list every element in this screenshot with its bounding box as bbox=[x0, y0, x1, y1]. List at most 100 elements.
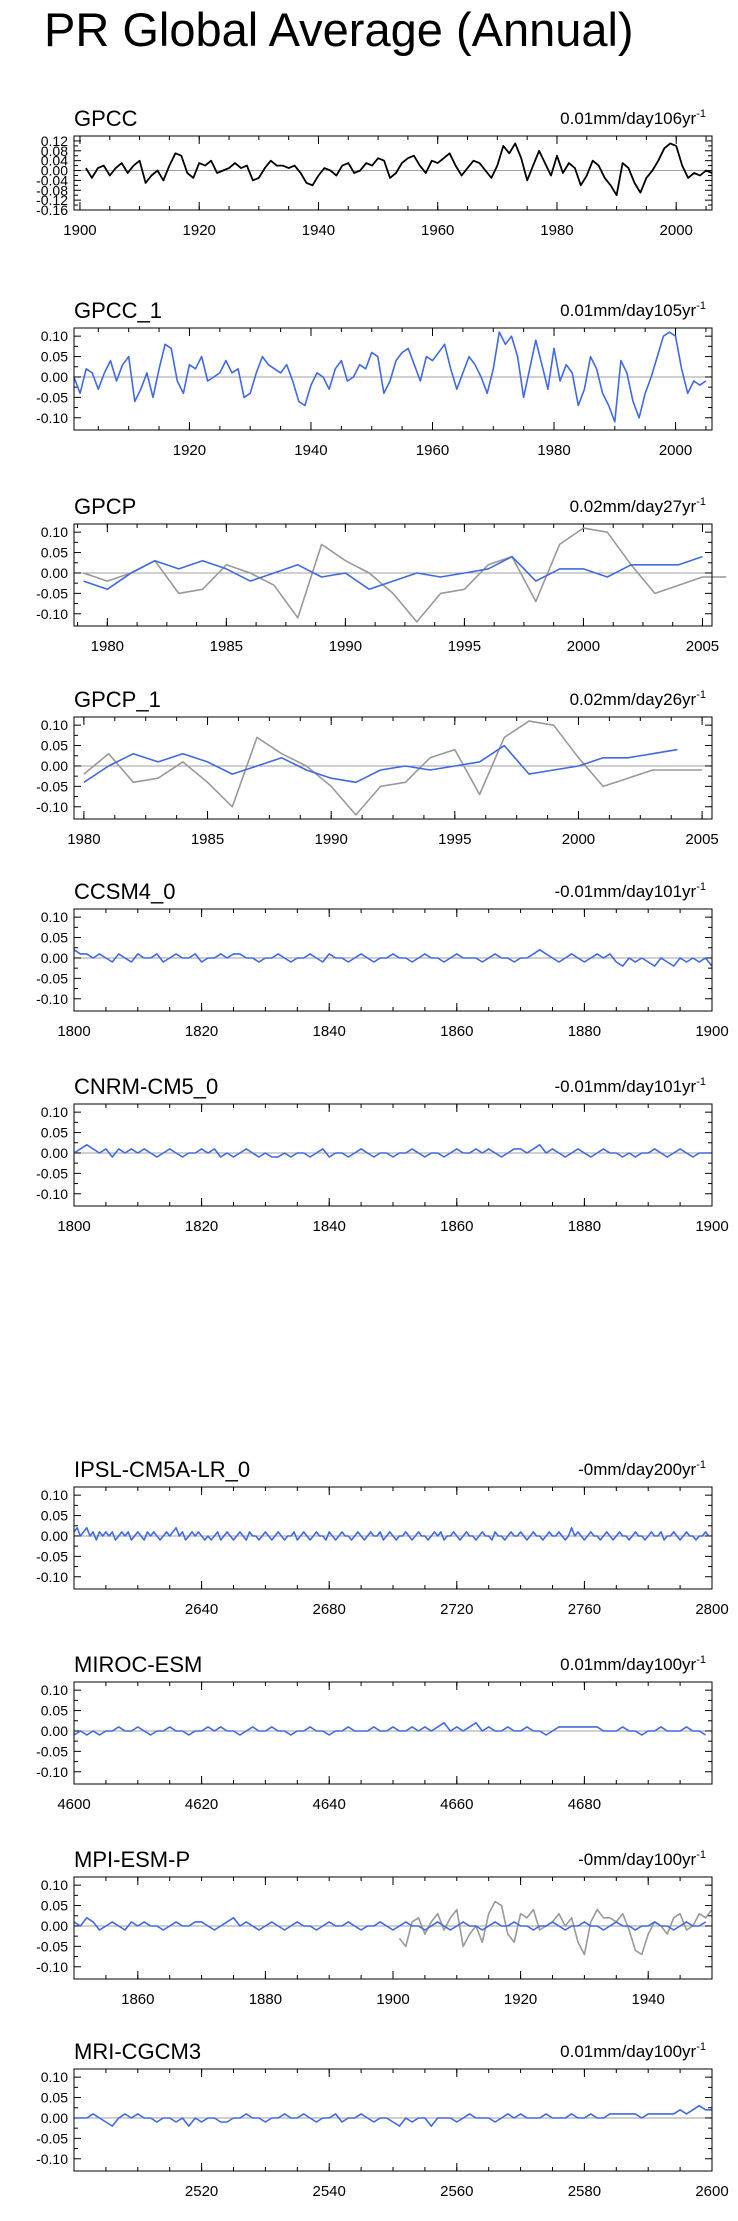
y-tick-label: 0.05 bbox=[41, 738, 68, 754]
y-tick-label: -0.16 bbox=[36, 202, 68, 218]
y-tick-label: 0.05 bbox=[41, 1125, 68, 1141]
trend-unit-sup: -1 bbox=[696, 300, 706, 312]
chart-title: GPCP bbox=[74, 494, 136, 519]
series-line-mri-cgcm3 bbox=[74, 2104, 712, 2127]
y-tick-label: -0.05 bbox=[36, 1548, 68, 1564]
x-tick-label: 2720 bbox=[440, 1601, 473, 1618]
chart-title: CCSM4_0 bbox=[74, 879, 175, 904]
trend-label: -0mm/day200yr-1 bbox=[578, 1459, 706, 1479]
y-tick-label: 0.05 bbox=[41, 1703, 68, 1719]
x-tick-label: 1800 bbox=[57, 1023, 90, 1040]
trend-period: 100yr bbox=[654, 2042, 697, 2061]
y-tick-label: 0.00 bbox=[41, 1918, 68, 1934]
y-tick-label: 0.04 bbox=[41, 153, 68, 169]
y-tick-label: 0.10 bbox=[41, 1487, 68, 1503]
plot-frame bbox=[73, 716, 713, 820]
trend-label: 0.01mm/day100yr-1 bbox=[560, 2041, 706, 2061]
x-tick-label: 1920 bbox=[183, 222, 216, 239]
chart-panel-gpcc: GPCC 0.01mm/day106yr-1 -0.16-0.12-0.08-0.0… bbox=[36, 106, 713, 239]
plot-frame bbox=[73, 2068, 713, 2172]
y-tick-label: 0.10 bbox=[41, 1104, 68, 1120]
x-tick-label: 4660 bbox=[440, 1796, 473, 1813]
trend-value: -0.01mm/day bbox=[554, 882, 654, 901]
y-tick-label: -0.10 bbox=[36, 1959, 68, 1975]
x-tick-label: 1990 bbox=[314, 831, 347, 848]
x-tick-label: 4680 bbox=[568, 1796, 601, 1813]
x-tick-label: 2540 bbox=[313, 2183, 346, 2200]
series-line-gpcp bbox=[83, 555, 703, 591]
x-tick-label: 2000 bbox=[567, 638, 600, 655]
trend-period: 105yr bbox=[654, 301, 697, 320]
y-tick-label: -0.05 bbox=[36, 970, 68, 986]
y-tick-label: -0.10 bbox=[36, 799, 68, 815]
chart-title: MIROC-ESM bbox=[74, 1652, 202, 1677]
y-tick-label: 0.05 bbox=[41, 2090, 68, 2106]
plot-frame bbox=[73, 1681, 713, 1785]
plot-frame bbox=[73, 1876, 713, 1980]
y-tick-label: 0.00 bbox=[41, 758, 68, 774]
y-tick-label: -0.10 bbox=[36, 410, 68, 426]
plot-frame bbox=[73, 327, 713, 431]
y-tick-label: 0.10 bbox=[41, 909, 68, 925]
trend-period: 200yr bbox=[654, 1460, 697, 1479]
x-tick-label: 1960 bbox=[421, 222, 454, 239]
x-tick-label: 1900 bbox=[63, 222, 96, 239]
series-line-reference bbox=[83, 720, 703, 816]
x-tick-label: 1920 bbox=[173, 442, 206, 459]
y-tick-label: 0.10 bbox=[41, 1877, 68, 1893]
trend-period: 101yr bbox=[654, 1077, 697, 1096]
x-tick-label: 1990 bbox=[329, 638, 362, 655]
y-tick-label: -0.05 bbox=[36, 585, 68, 601]
y-tick-label: 0.05 bbox=[41, 1508, 68, 1524]
plot-frame bbox=[73, 908, 713, 1012]
x-tick-label: 1820 bbox=[185, 1023, 218, 1040]
x-tick-label: 1995 bbox=[438, 831, 471, 848]
trend-label: 0.01mm/day106yr-1 bbox=[560, 108, 706, 128]
chart-title: GPCP_1 bbox=[74, 687, 161, 712]
series-line-ccsm4-0 bbox=[73, 948, 713, 967]
x-tick-label: 2000 bbox=[562, 831, 595, 848]
y-tick-label: -0.10 bbox=[36, 1569, 68, 1585]
chart-title: IPSL-CM5A-LR_0 bbox=[74, 1457, 250, 1482]
trend-value: 0.01mm/day bbox=[560, 1655, 654, 1674]
x-tick-label: 1980 bbox=[537, 442, 570, 459]
trend-period: 100yr bbox=[654, 1655, 697, 1674]
trend-label: 0.01mm/day105yr-1 bbox=[560, 300, 706, 320]
y-tick-label: 0.05 bbox=[41, 930, 68, 946]
y-tick-label: -0.05 bbox=[36, 778, 68, 794]
y-tick-label: 0.05 bbox=[41, 545, 68, 561]
series-line-gpcc-1 bbox=[73, 331, 707, 423]
trend-value: 0.01mm/day bbox=[560, 2042, 654, 2061]
x-tick-label: 4620 bbox=[185, 1796, 218, 1813]
x-tick-label: 1880 bbox=[568, 1218, 601, 1235]
trend-value: 0.01mm/day bbox=[560, 301, 654, 320]
y-tick-label: -0.04 bbox=[36, 172, 68, 188]
x-tick-label: 2560 bbox=[440, 2183, 473, 2200]
trend-label: -0.01mm/day101yr-1 bbox=[554, 1076, 706, 1096]
trend-unit-sup: -1 bbox=[696, 1654, 706, 1666]
y-tick-label: 0.10 bbox=[41, 328, 68, 344]
y-tick-label: -0.05 bbox=[36, 2130, 68, 2146]
x-tick-label: 2005 bbox=[685, 831, 718, 848]
x-tick-label: 1880 bbox=[568, 1023, 601, 1040]
y-tick-label: 0.00 bbox=[41, 1145, 68, 1161]
trend-period: 101yr bbox=[654, 882, 697, 901]
x-tick-label: 2520 bbox=[185, 2183, 218, 2200]
y-tick-label: 0.10 bbox=[41, 1682, 68, 1698]
x-tick-label: 2680 bbox=[313, 1601, 346, 1618]
chart-panel-miroc-esm: MIROC-ESM 0.01mm/day100yr-1 -0.10 -0.05 0.00… bbox=[36, 1652, 713, 1813]
y-tick-label: -0.10 bbox=[36, 2151, 68, 2167]
chart-panel-ccsm4-0: CCSM4_0 -0.01mm/day101yr-1 -0.10 -0.05 0.00 0… bbox=[36, 879, 729, 1040]
y-tick-label: -0.12 bbox=[36, 192, 68, 208]
x-tick-label: 1960 bbox=[416, 442, 449, 459]
x-tick-label: 1985 bbox=[210, 638, 243, 655]
trend-unit-sup: -1 bbox=[696, 496, 706, 508]
x-tick-label: 1980 bbox=[91, 638, 124, 655]
y-tick-label: 0.10 bbox=[41, 2069, 68, 2085]
plot-frame bbox=[73, 523, 713, 627]
chart-panel-gpcp: GPCP 0.02mm/day27yr-1 -0.10 -0.05 0.00 0.05 0.… bbox=[36, 494, 727, 655]
chart-panel-mpi-esm-p: MPI-ESM-P -0mm/day100yr-1 -0.10 -0.05 0.00 0.… bbox=[36, 1847, 713, 2008]
y-tick-label: 0.10 bbox=[41, 524, 68, 540]
x-tick-label: 1940 bbox=[302, 222, 335, 239]
